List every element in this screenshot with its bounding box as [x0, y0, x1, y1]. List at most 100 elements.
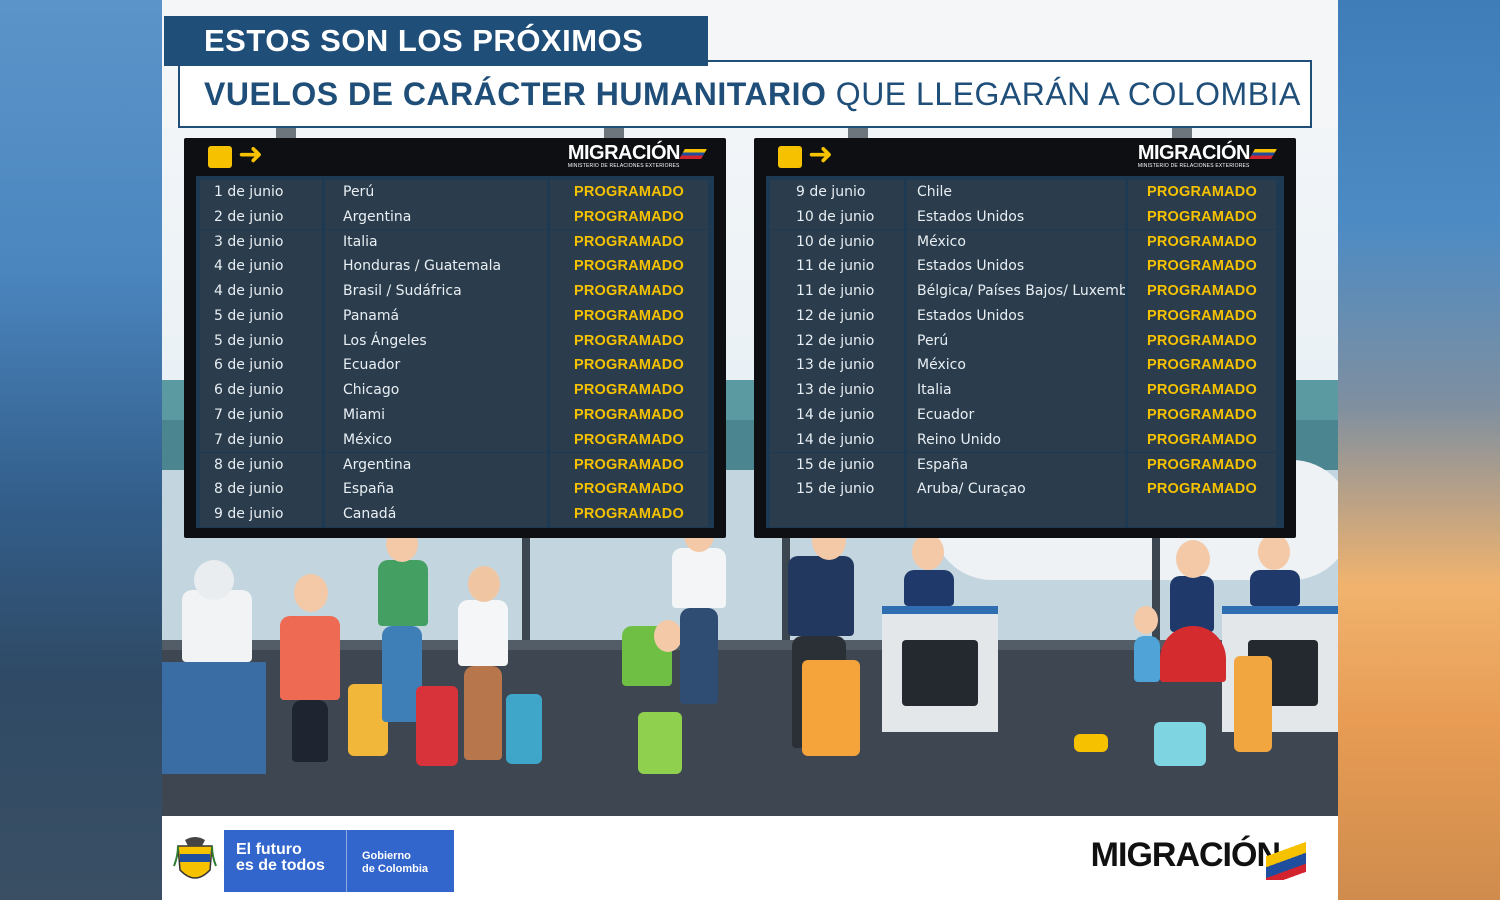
flight-row: 6 de junio Chicago PROGRAMADO: [200, 378, 710, 403]
blurred-background-left: [0, 0, 162, 900]
flight-date: 6 de junio: [200, 378, 322, 403]
flight-date: 5 de junio: [200, 328, 322, 354]
government-name: Gobierno de Colombia: [362, 850, 428, 876]
flight-origin: Italia: [907, 378, 1125, 403]
flight-date: 9 de junio: [200, 502, 322, 527]
title-top: ESTOS SON LOS PRÓXIMOS: [164, 16, 708, 66]
flight-origin: Canadá: [325, 502, 547, 527]
board-post: [276, 128, 296, 140]
flight-date: 1 de junio: [200, 180, 322, 205]
flight-row: 12 de junio Perú PROGRAMADO: [770, 328, 1280, 354]
flight-origin: Ecuador: [325, 353, 547, 379]
flight-origin: México: [325, 427, 547, 453]
board-post: [604, 128, 624, 140]
board-header: ➜ MIGRACIÓN MINISTERIO DE RELACIONES EXT…: [184, 138, 726, 176]
flight-origin: Bélgica/ Países Bajos/ Luxemburgo: [907, 279, 1125, 304]
slogan-line1: El futuro: [236, 841, 302, 858]
flight-date: 12 de junio: [770, 303, 904, 329]
flight-row: 13 de junio Italia PROGRAMADO: [770, 378, 1280, 403]
flight-status: PROGRAMADO: [550, 229, 708, 255]
footer: El futuro es de todos Gobierno de Colomb…: [162, 816, 1338, 900]
health-worker-illustration: [182, 590, 252, 662]
traveler-head: [654, 620, 682, 652]
traveler-head: [468, 566, 500, 602]
flight-status: PROGRAMADO: [1128, 303, 1276, 329]
flight-origin: Aruba/ Curaçao: [907, 477, 1125, 502]
flight-row: 2 de junio Argentina PROGRAMADO: [200, 204, 710, 230]
board-header: ➜ MIGRACIÓN MINISTERIO DE RELACIONES EXT…: [754, 138, 1296, 176]
window-frame: [522, 470, 530, 640]
suitcase-illustration: [802, 660, 860, 756]
flight-origin: [907, 502, 1125, 527]
agent-head: [912, 534, 944, 570]
board-logo: MIGRACIÓN MINISTERIO DE RELACIONES EXTER…: [567, 142, 707, 169]
board-logo-name: MIGRACIÓN: [567, 142, 681, 164]
agent-head: [1258, 534, 1290, 570]
title-bold: VUELOS DE CARÁCTER HUMANITARIO: [204, 76, 827, 112]
flight-date: 8 de junio: [200, 452, 322, 478]
board-logo-subtitle: MINISTERIO DE RELACIONES EXTERIORES: [1137, 163, 1250, 169]
flight-date: 2 de junio: [200, 204, 322, 230]
traveler-head: [294, 574, 328, 612]
flight-date: 10 de junio: [770, 229, 904, 255]
flight-row: 8 de junio Argentina PROGRAMADO: [200, 452, 710, 478]
flight-origin: Chicago: [325, 378, 547, 403]
flight-row: 13 de junio México PROGRAMADO: [770, 353, 1280, 379]
flag-swoosh-icon: [1266, 840, 1306, 880]
traveler-legs: [464, 666, 502, 760]
flight-row: [770, 502, 1280, 527]
flight-arrival-icon: [778, 146, 802, 168]
traveler-legs: [292, 700, 328, 762]
child-head: [1134, 606, 1158, 634]
flight-status: PROGRAMADO: [1128, 229, 1276, 255]
counter-screen: [902, 640, 978, 706]
board-post: [1172, 128, 1192, 140]
agent-illustration: [904, 570, 954, 606]
flight-origin: Brasil / Sudáfrica: [325, 279, 547, 304]
flight-date: 11 de junio: [770, 254, 904, 279]
poster: VUELOS DE CARÁCTER HUMANITARIO QUE LLEGA…: [162, 0, 1338, 900]
flight-origin: Honduras / Guatemala: [325, 254, 547, 279]
suitcase-illustration: [1154, 722, 1206, 766]
flight-status: PROGRAMADO: [550, 403, 708, 428]
gov-line2: de Colombia: [362, 863, 429, 875]
flight-status: PROGRAMADO: [1128, 353, 1276, 379]
flight-status: PROGRAMADO: [1128, 427, 1276, 453]
flight-row: 5 de junio Los Ángeles PROGRAMADO: [200, 328, 710, 354]
flight-row: 9 de junio Canadá PROGRAMADO: [200, 502, 710, 527]
traveler-illustration: [378, 560, 428, 626]
flight-status: [1128, 502, 1276, 527]
window-frame: [782, 470, 790, 640]
flight-date: 13 de junio: [770, 378, 904, 403]
flight-date: 11 de junio: [770, 279, 904, 304]
flight-row: 12 de junio Estados Unidos PROGRAMADO: [770, 303, 1280, 329]
traveler-legs: [382, 626, 422, 722]
flight-arrival-icon: [208, 146, 232, 168]
flight-date: 5 de junio: [200, 303, 322, 329]
board-logo: MIGRACIÓN MINISTERIO DE RELACIONES EXTER…: [1137, 142, 1277, 169]
title-box: VUELOS DE CARÁCTER HUMANITARIO QUE LLEGA…: [178, 60, 1312, 128]
flight-status: PROGRAMADO: [1128, 204, 1276, 230]
flight-origin: Los Ángeles: [325, 328, 547, 354]
flight-origin: Perú: [907, 328, 1125, 354]
board-logo-name: MIGRACIÓN: [1137, 142, 1251, 164]
screening-desk: [162, 662, 266, 774]
blurred-background-right: [1338, 0, 1500, 900]
flight-status: PROGRAMADO: [1128, 254, 1276, 279]
flight-status: PROGRAMADO: [550, 279, 708, 304]
flight-status: PROGRAMADO: [550, 328, 708, 354]
flight-date: [770, 502, 904, 527]
slogan-line2: es de todos: [236, 857, 325, 874]
flight-origin: Estados Unidos: [907, 204, 1125, 230]
flight-origin: Perú: [325, 180, 547, 205]
flight-row: 3 de junio Italia PROGRAMADO: [200, 229, 710, 255]
board-logo-subtitle: MINISTERIO DE RELACIONES EXTERIORES: [567, 163, 680, 169]
government-banner: El futuro es de todos Gobierno de Colomb…: [224, 830, 454, 892]
flight-date: 9 de junio: [770, 180, 904, 205]
flight-row: 9 de junio Chile PROGRAMADO: [770, 180, 1280, 205]
traveler-illustration: [280, 616, 340, 700]
flight-status: PROGRAMADO: [550, 502, 708, 527]
flight-origin: Ecuador: [907, 403, 1125, 428]
flight-origin: Estados Unidos: [907, 254, 1125, 279]
flight-origin: Argentina: [325, 452, 547, 478]
